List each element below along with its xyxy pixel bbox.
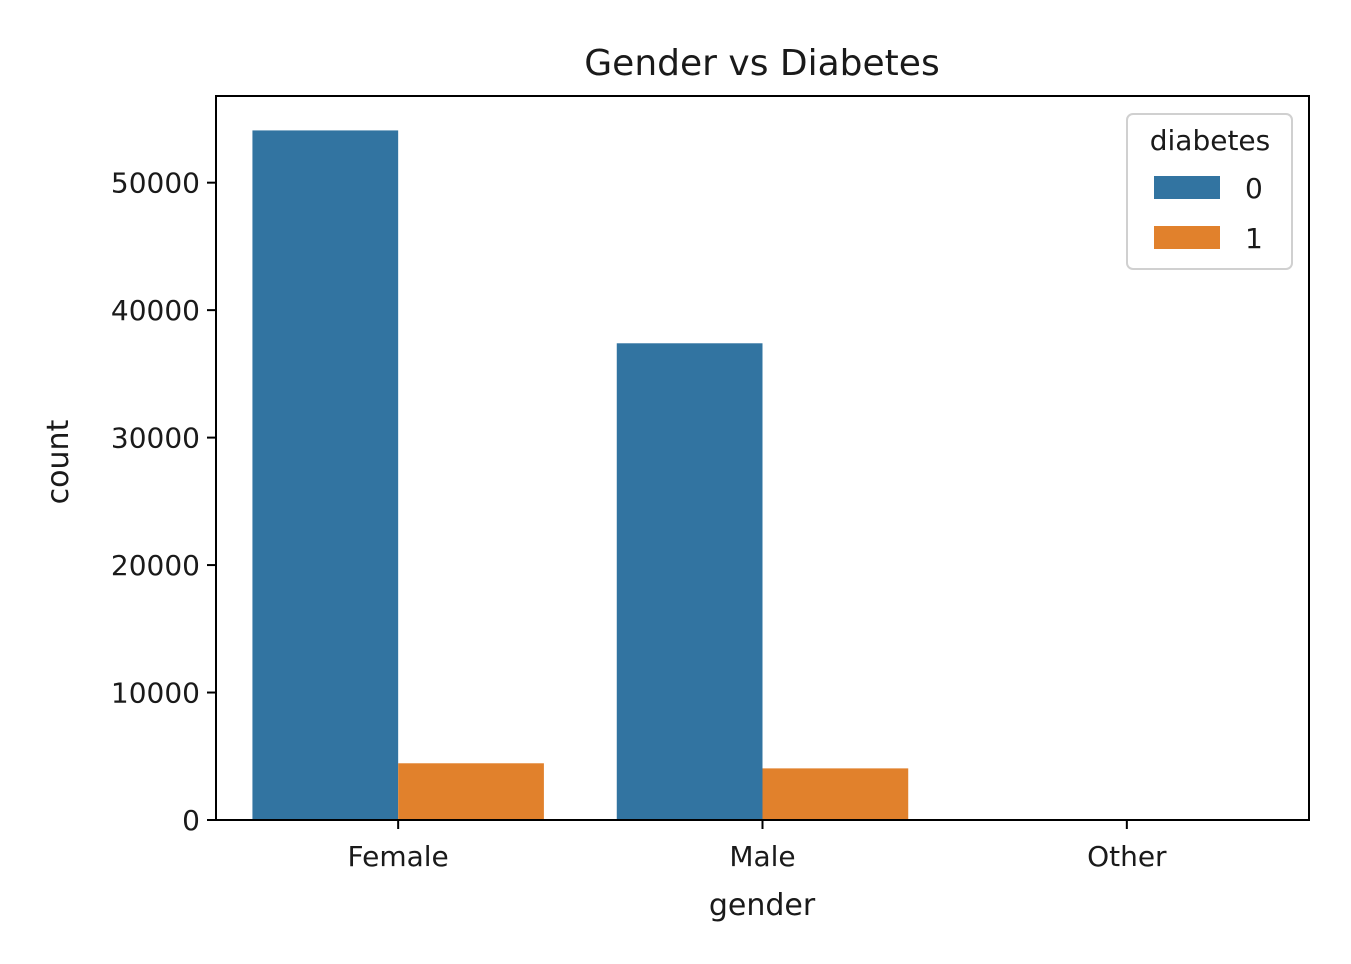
y-tick-label: 10000 [111, 677, 200, 710]
legend-title: diabetes [1150, 124, 1271, 157]
legend: diabetes 0 1 [1126, 113, 1293, 270]
bar-male-series-0 [616, 343, 763, 820]
bar-female-series-1 [398, 763, 544, 820]
y-tick-label: 40000 [111, 294, 200, 327]
y-tick-label: 50000 [111, 167, 200, 200]
y-tick-label: 0 [182, 804, 200, 837]
y-tick-label: 30000 [111, 422, 200, 455]
x-tick-label: Other [1087, 840, 1167, 873]
bar-female-series-0 [252, 130, 399, 820]
bars-layer [252, 130, 1127, 820]
chart-title: Gender vs Diabetes [584, 43, 939, 84]
bar-male-series-1 [762, 768, 909, 820]
x-tick-label: Female [348, 840, 449, 873]
y-tick-label: 20000 [111, 549, 200, 582]
legend-swatch-0 [1154, 176, 1220, 199]
x-axis-label: gender [709, 888, 816, 923]
y-axis: 0 10000 20000 30000 40000 50000 [111, 167, 216, 837]
legend-label-0: 0 [1245, 172, 1263, 205]
x-axis: Female Male Other [348, 820, 1167, 873]
legend-label-1: 1 [1245, 222, 1263, 255]
legend-swatch-1 [1154, 226, 1220, 249]
x-tick-label: Male [729, 840, 795, 873]
y-axis-label: count [41, 419, 76, 504]
